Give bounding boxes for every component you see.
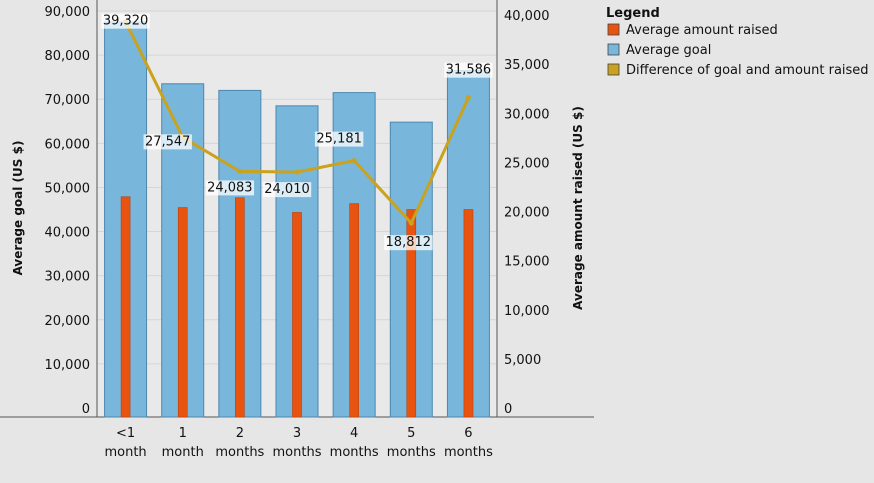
x-category-label: month xyxy=(162,445,204,460)
x-category-label: 3 xyxy=(293,426,301,441)
x-category-label: months xyxy=(444,445,493,460)
legend-swatch xyxy=(607,63,620,76)
data-label-bg xyxy=(444,62,493,78)
legend-swatch xyxy=(607,43,620,56)
raised-bar xyxy=(235,197,245,418)
difference-data-label: 39,320 xyxy=(103,14,149,29)
difference-point xyxy=(237,168,243,174)
y-tick-label: 80,000 xyxy=(45,49,91,64)
difference-point xyxy=(465,95,471,101)
x-category-label: 2 xyxy=(236,426,244,441)
x-category-label: 1 xyxy=(179,426,187,441)
x-category-label: months xyxy=(387,445,436,460)
y-tick-label: 10,000 xyxy=(45,358,91,373)
data-label-bg xyxy=(384,235,433,251)
difference-point xyxy=(351,158,357,164)
difference-point xyxy=(408,220,414,226)
raised-bar xyxy=(177,207,188,418)
difference-data-label: 31,586 xyxy=(446,63,492,78)
y-tick-label: 30,000 xyxy=(45,270,91,285)
data-label-bg xyxy=(143,134,192,150)
legend-item-label: Average goal xyxy=(626,43,711,58)
raised-bar xyxy=(463,209,474,418)
y2-tick-label: 20,000 xyxy=(504,206,550,221)
x-category-label: <1 xyxy=(116,426,135,441)
difference-data-label: 24,083 xyxy=(207,180,253,195)
legend-item-label: Average amount raised xyxy=(626,23,778,38)
x-category-label: 6 xyxy=(464,426,472,441)
data-label-bg xyxy=(262,182,312,198)
y-tick-label: 60,000 xyxy=(45,137,91,152)
raised-bar xyxy=(406,209,417,418)
y2-tick-label: 10,000 xyxy=(504,304,550,319)
difference-point xyxy=(294,169,300,175)
x-category-label: 5 xyxy=(407,426,415,441)
data-label-bg xyxy=(205,180,255,196)
y2-tick-label: 5,000 xyxy=(504,353,541,368)
y2-tick-label: 40,000 xyxy=(504,9,550,24)
y2-tick-label: 15,000 xyxy=(504,255,550,270)
y-tick-label: 40,000 xyxy=(45,226,91,241)
raised-bar xyxy=(120,196,131,418)
legend-title: Legend xyxy=(606,6,660,21)
legend-swatch xyxy=(607,23,620,36)
y2-axis-title: Average amount raised (US $) xyxy=(571,106,585,310)
x-category-label: months xyxy=(273,445,322,460)
difference-data-label: 25,181 xyxy=(316,132,362,147)
legend-item-label: Difference of goal and amount raised xyxy=(626,63,869,78)
x-category-label: month xyxy=(104,445,146,460)
data-label-bg xyxy=(101,13,150,29)
raised-bar xyxy=(292,212,302,418)
y2-tick-label: 0 xyxy=(504,402,512,417)
y-tick-label: 90,000 xyxy=(45,5,91,20)
data-label-bg xyxy=(314,131,364,147)
x-category-label: 4 xyxy=(350,426,358,441)
x-category-label: months xyxy=(215,445,264,460)
y-tick-label: 20,000 xyxy=(45,314,91,329)
x-category-label: months xyxy=(330,445,379,460)
difference-data-label: 24,010 xyxy=(264,182,310,197)
y-axis-title: Average goal (US $) xyxy=(11,141,25,276)
y2-tick-label: 25,000 xyxy=(504,156,550,171)
difference-data-label: 27,547 xyxy=(145,134,191,149)
difference-data-label: 18,812 xyxy=(386,235,432,250)
y-tick-label: 70,000 xyxy=(45,93,91,108)
y-tick-label: 50,000 xyxy=(45,181,91,196)
y2-tick-label: 35,000 xyxy=(504,58,550,73)
y-tick-label: 0 xyxy=(82,402,90,417)
raised-bar xyxy=(349,203,359,418)
y2-tick-label: 30,000 xyxy=(504,107,550,122)
